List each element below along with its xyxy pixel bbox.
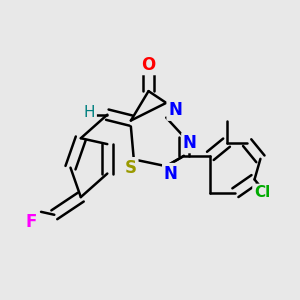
Text: N: N [183,134,197,152]
Text: F: F [25,213,36,231]
Text: N: N [168,101,182,119]
Text: N: N [164,165,178,183]
Text: H: H [84,105,95,120]
Text: S: S [125,159,137,177]
Text: Cl: Cl [254,185,270,200]
Text: O: O [141,56,156,74]
